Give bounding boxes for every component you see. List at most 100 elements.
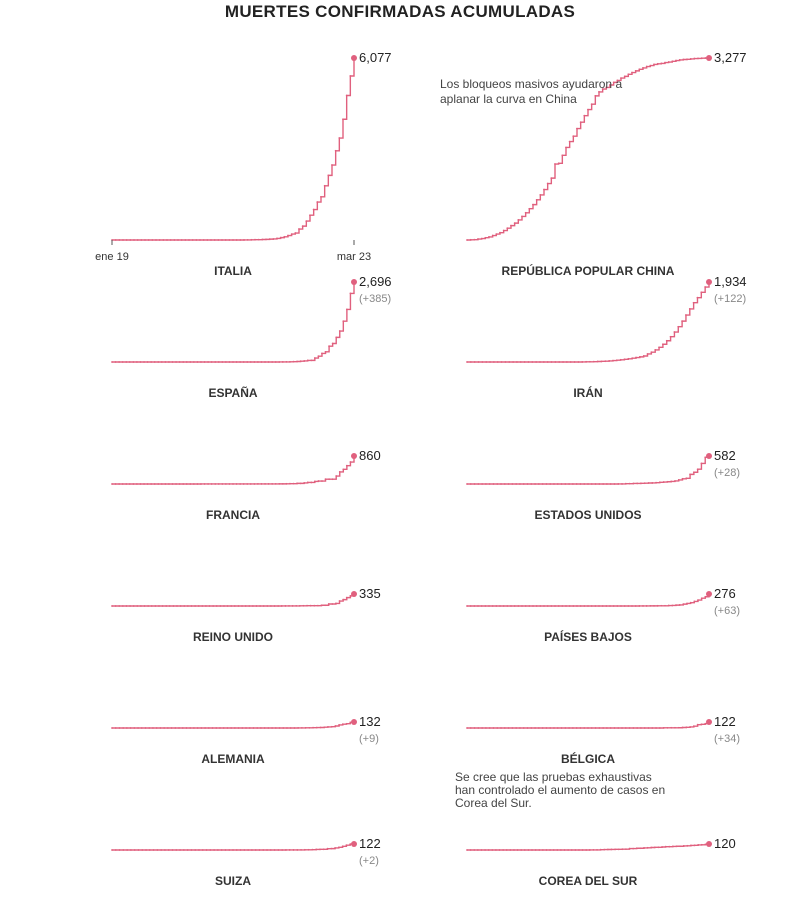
data-point [674,726,676,729]
data-point [594,483,597,485]
data-point [477,361,480,363]
data-point [689,726,691,728]
data-point [608,360,611,362]
data-point [664,604,666,607]
data-point [507,483,510,485]
data-point [179,605,182,607]
data-point [143,483,145,485]
data-point [299,482,302,485]
data-point [205,849,208,851]
data-point [617,483,620,485]
data-point [605,605,608,607]
change-label: (+9) [359,733,379,745]
data-point [260,483,263,485]
data-point [200,361,202,363]
data-point [246,483,249,485]
data-point [704,595,707,598]
data-point [561,605,564,607]
change-label: (+28) [714,467,740,479]
data-point [670,480,673,483]
data-point [185,483,188,485]
data-point [477,605,479,607]
data-point [640,727,642,729]
final-value-label: 122 [359,836,381,851]
data-point [216,849,219,851]
chart-panel-10: 122 (+34) BÉLGICA [466,714,740,766]
data-point [185,361,188,363]
data-point [521,215,523,218]
data-point [312,208,315,211]
data-point [284,605,287,607]
end-marker [706,279,712,285]
data-point [345,464,348,467]
data-point [278,361,281,363]
data-point [280,605,283,607]
data-point [496,727,499,729]
data-point [516,849,519,851]
data-point [519,361,522,363]
data-point [614,848,616,851]
data-point [469,483,472,485]
data-point [263,727,266,729]
data-point [704,286,707,288]
data-point [469,727,472,729]
data-point [313,357,316,359]
data-point [174,727,177,729]
data-point [609,84,611,86]
data-point [215,727,218,729]
data-point [140,605,142,607]
data-point [499,605,501,607]
data-point [656,604,659,607]
data-point [682,58,685,61]
end-marker [706,841,712,847]
data-point [620,77,622,79]
data-point [154,605,157,607]
end-marker [706,591,712,597]
data-point [571,727,574,729]
data-point [488,235,490,238]
data-point [232,239,234,241]
data-point [700,597,703,600]
data-point [662,343,664,346]
data-point [583,727,586,729]
data-point [192,483,195,485]
chart-panel-6: 582 (+28) ESTADOS UNIDOS [466,448,740,522]
data-point [308,726,311,729]
data-point [541,483,544,485]
final-value-label: 6,077 [359,50,392,65]
data-point [473,238,476,241]
data-point [146,361,149,363]
data-point [598,727,601,729]
data-point [221,483,224,485]
data-point [693,57,696,60]
data-point [499,231,501,234]
data-point [323,726,326,729]
data-point [251,849,253,851]
data-point [239,483,242,485]
data-point [334,847,336,849]
data-point [210,239,212,241]
data-point [221,239,223,241]
data-point [260,727,262,729]
data-point [175,361,177,363]
data-point [321,480,323,482]
data-point [277,605,280,607]
data-point [615,359,618,362]
data-point [556,727,559,729]
data-point [111,849,113,851]
chart-panel-11: 122 (+2) SUIZA [111,836,381,888]
data-point [247,849,250,851]
data-point [662,481,665,483]
data-point [125,361,128,363]
data-point [160,849,163,851]
data-point [197,605,200,607]
data-point [150,483,153,485]
data-point [278,727,281,729]
data-point [500,483,502,485]
data-point [579,727,582,729]
data-point [632,727,635,729]
data-point [288,849,291,851]
data-point [288,605,290,607]
data-point [128,361,131,363]
data-point [623,605,626,607]
